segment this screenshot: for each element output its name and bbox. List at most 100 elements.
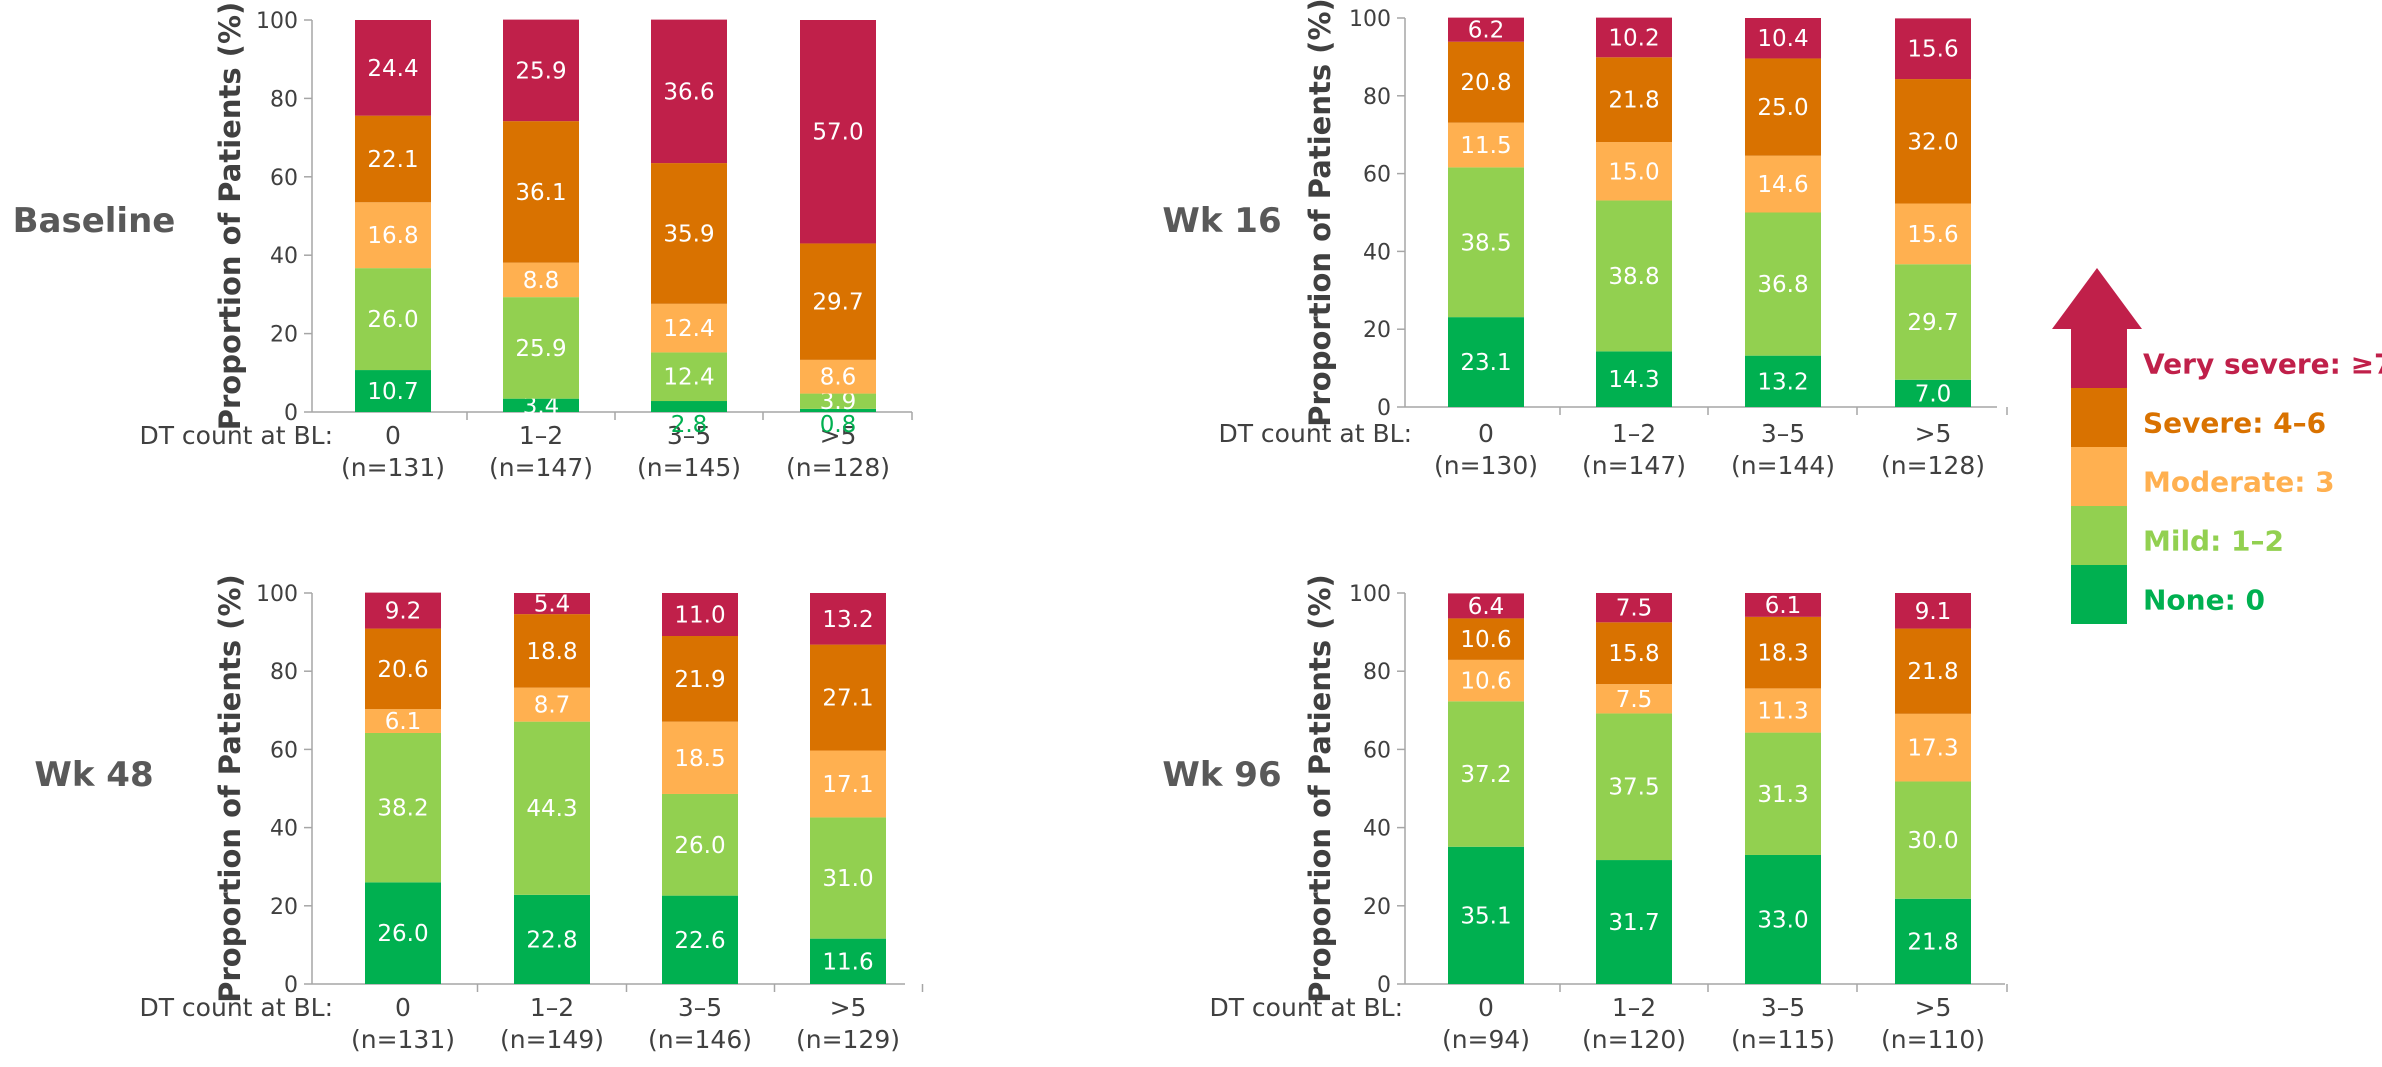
bar-segment-severe (1448, 618, 1524, 660)
data-label: 37.2 (1460, 762, 1511, 788)
y-tick-label: 20 (1363, 318, 1391, 343)
y-tick-label: 80 (1363, 660, 1391, 685)
y-tick-label: 100 (1349, 7, 1391, 32)
bar-segment-none (514, 894, 590, 984)
data-label: 22.6 (674, 928, 725, 954)
data-label: 26.0 (367, 307, 418, 333)
bar-segment-none (355, 370, 431, 412)
data-label: 36.6 (663, 79, 714, 105)
data-label: 22.1 (367, 147, 418, 173)
bar-segment-none (1745, 355, 1821, 407)
data-label: 14.3 (1608, 367, 1659, 393)
bar-segment-severe (800, 243, 876, 360)
data-label: 6.1 (385, 709, 422, 735)
y-tick-label: 20 (270, 895, 298, 920)
bar-segment-severe (1448, 41, 1524, 123)
data-label: 16.8 (367, 223, 418, 249)
category-label: >5 (1915, 419, 1952, 448)
data-label: 8.8 (523, 268, 560, 294)
data-label: 0.8 (820, 412, 857, 438)
y-tick-label: 0 (284, 401, 298, 426)
y-tick-label: 60 (270, 738, 298, 763)
bar-segment-very-severe (355, 20, 431, 116)
category-label: 0 (1478, 419, 1494, 448)
category-n-label: (n=129) (796, 1025, 900, 1054)
x-axis-label: DT count at BL: (139, 421, 333, 450)
bar-segment-severe (1596, 57, 1672, 143)
bar-segment-mild (810, 817, 886, 939)
data-label: 15.0 (1608, 159, 1659, 185)
bar-segment-moderate (1448, 659, 1524, 702)
category-n-label: (n=110) (1881, 1025, 1985, 1054)
data-label: 6.2 (1468, 18, 1505, 44)
data-label: 26.0 (377, 921, 428, 947)
legend-swatch-severe (2071, 388, 2127, 447)
data-label: 18.3 (1757, 641, 1808, 667)
bar-segment-mild (1745, 732, 1821, 855)
bar-segment-mild (662, 793, 738, 896)
category-label: 3–5 (1761, 419, 1805, 448)
panel-title: Wk 48 (34, 755, 153, 795)
bar-segment-mild (1596, 713, 1672, 861)
data-label: 38.5 (1460, 230, 1511, 256)
bar-segment-moderate (810, 750, 886, 818)
bar-segment-moderate (651, 303, 727, 353)
data-label: 38.2 (377, 796, 428, 822)
y-tick-label: 40 (270, 244, 298, 269)
category-label: 1–2 (1612, 419, 1656, 448)
bar-segment-very-severe (651, 19, 727, 164)
category-label: 0 (395, 993, 411, 1022)
bar-segment-severe (1895, 79, 1971, 204)
data-label: 10.6 (1460, 669, 1511, 695)
bar-segment-very-severe (503, 19, 579, 122)
bar-segment-none (651, 401, 727, 412)
data-label: 32.0 (1907, 129, 1958, 155)
bar-segment-none (1448, 846, 1524, 984)
data-label: 11.5 (1460, 133, 1511, 159)
bar-segment-severe (1596, 622, 1672, 685)
legend-swatch-very-severe (2071, 329, 2127, 388)
bar-segment-severe (662, 636, 738, 722)
bar-segment-moderate (1596, 142, 1672, 201)
category-n-label: (n=115) (1731, 1025, 1835, 1054)
legend-swatch-none (2071, 565, 2127, 624)
data-label: 15.6 (1907, 222, 1958, 248)
bar-segment-severe (651, 163, 727, 304)
legend-swatch-mild (2071, 506, 2127, 565)
category-label: 1–2 (1612, 993, 1656, 1022)
data-label: 21.8 (1608, 88, 1659, 114)
bar-segment-none (1596, 351, 1672, 407)
bar-segment-mild (365, 732, 441, 883)
bar-segment-moderate (355, 202, 431, 269)
x-axis-label: DT count at BL: (1209, 993, 1403, 1022)
data-label: 13.2 (1757, 369, 1808, 395)
data-label: 35.1 (1460, 903, 1511, 929)
y-tick-label: 20 (1363, 895, 1391, 920)
bar-segment-mild (651, 352, 727, 402)
category-label: 0 (1478, 993, 1494, 1022)
bar-segment-moderate (503, 262, 579, 298)
bar-segment-very-severe (514, 593, 590, 615)
bar-segment-severe (365, 628, 441, 710)
bar-segment-moderate (1895, 203, 1971, 265)
x-axis-label: DT count at BL: (139, 993, 333, 1022)
bar-segment-none (1448, 317, 1524, 407)
y-tick-label: 0 (1377, 396, 1391, 421)
legend-swatch-moderate (2071, 447, 2127, 506)
data-label: 9.1 (1915, 599, 1952, 625)
data-label: 8.7 (534, 693, 571, 719)
bar-segment-mild (514, 721, 590, 895)
data-label: 7.0 (1915, 381, 1952, 407)
bar-segment-very-severe (1448, 593, 1524, 619)
bar-segment-severe (355, 115, 431, 203)
data-label: 20.6 (377, 657, 428, 683)
bar-segment-severe (1745, 616, 1821, 689)
data-label: 7.5 (1616, 687, 1653, 713)
bar-segment-moderate (365, 709, 441, 733)
bar-segment-moderate (662, 721, 738, 794)
category-n-label: (n=147) (489, 453, 593, 482)
data-label: 30.0 (1907, 828, 1958, 854)
category-label: 3–5 (1761, 993, 1805, 1022)
bar-segment-mild (1448, 701, 1524, 847)
legend: Very severe: ≥7 Severe: 4–6 Moderate: 3 Mil… (2052, 268, 2382, 624)
